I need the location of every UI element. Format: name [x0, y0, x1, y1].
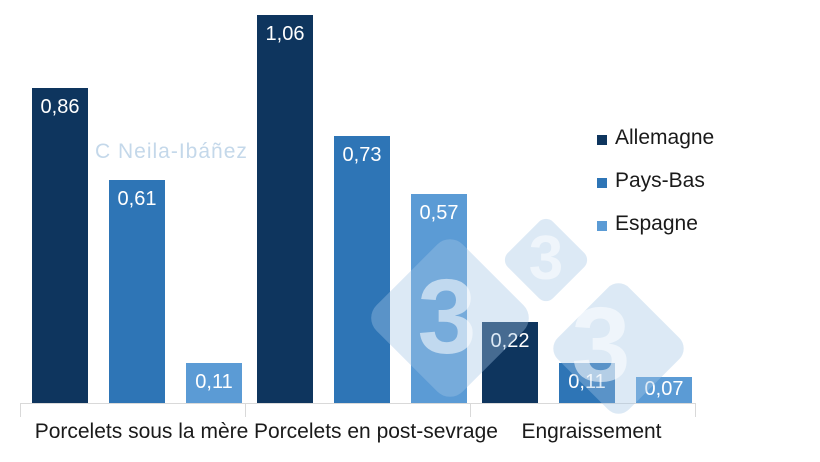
legend-marker-icon: [597, 134, 607, 145]
author-watermark: C Neila-Ibáñez: [95, 140, 248, 163]
legend-marker-icon: [597, 220, 607, 231]
legend-item-allemagne: Allemagne: [597, 127, 714, 149]
legend-marker-icon: [597, 177, 607, 188]
bar-value-label: 0,86: [40, 96, 80, 118]
category-label-0: Porcelets sous la mère: [34, 420, 249, 443]
watermark-diamond-middle: [500, 214, 592, 306]
x-axis-tick: [695, 403, 696, 417]
x-axis-tick: [245, 403, 246, 417]
legend-label: Allemagne: [615, 126, 715, 149]
bar-value-label: 0,22: [490, 330, 530, 352]
legend: Allemagne Pays-Bas Espagne: [597, 127, 714, 235]
x-axis-tick: [470, 403, 471, 417]
legend-item-espagne: Espagne: [597, 213, 714, 235]
bar-value-label: 0,61: [117, 188, 157, 210]
bar-pays-bas-2: 0,11: [559, 363, 615, 403]
x-axis-tick: [20, 403, 21, 417]
legend-label: Pays-Bas: [615, 169, 705, 192]
category-label-1: Porcelets en post-sevrage: [254, 420, 498, 443]
bar-allemagne-1: 1,06: [257, 15, 313, 403]
bar-allemagne-0: 0,86: [32, 88, 88, 403]
bar-value-label: 0,11: [195, 371, 233, 393]
legend-item-pays-bas: Pays-Bas: [597, 170, 714, 192]
bar-espagne-2: 0,07: [636, 377, 692, 403]
bar-espagne-1: 0,57: [411, 194, 467, 403]
category-label-2: Engraissement: [521, 420, 662, 443]
x-axis-line: [20, 403, 695, 404]
bar-value-label: 0,07: [644, 378, 684, 400]
bar-value-label: 1,06: [265, 23, 305, 45]
bar-allemagne-2: 0,22: [482, 322, 538, 403]
bar-value-label: 0,11: [568, 371, 606, 393]
bar-espagne-0: 0,11: [186, 363, 242, 403]
legend-label: Espagne: [615, 212, 698, 235]
bar-value-label: 0,73: [342, 144, 382, 166]
watermark-digit-middle: 3: [528, 224, 564, 293]
bar-pays-bas-1: 0,73: [334, 136, 390, 403]
bar-pays-bas-0: 0,61: [109, 180, 165, 403]
bar-value-label: 0,57: [419, 202, 459, 224]
